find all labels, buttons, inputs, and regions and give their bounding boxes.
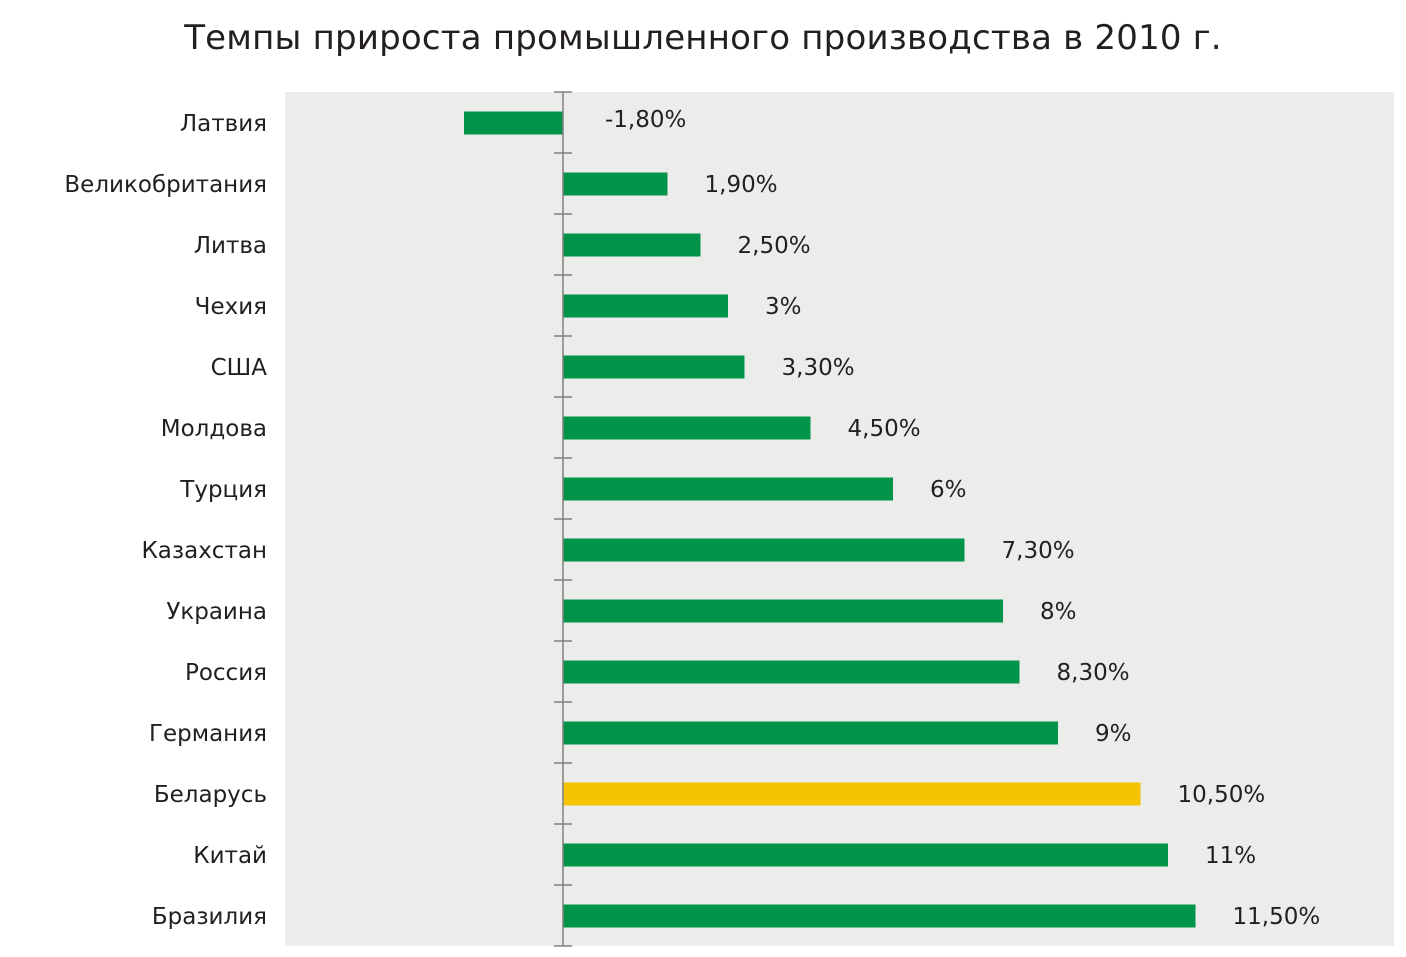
category-label: Россия (185, 660, 267, 686)
bar-2 (563, 172, 668, 196)
category-label: США (211, 355, 268, 381)
data-label: 6% (930, 477, 967, 503)
data-label: 3% (765, 294, 802, 320)
category-label: Бразилия (152, 904, 267, 930)
bars-layer (464, 111, 1196, 928)
bar-11 (563, 721, 1058, 745)
category-label: Молдова (161, 416, 267, 442)
bar-7 (563, 477, 893, 501)
data-label: 10,50% (1178, 782, 1266, 808)
bar-8 (563, 538, 965, 562)
bar-5 (563, 355, 745, 379)
category-label: Беларусь (154, 782, 267, 808)
chart-title: Темпы прироста промышленного производств… (184, 18, 1222, 58)
labels-layer: Латвия -1,80% Великобритания 1,90% Литва 2,50… (64, 107, 1320, 930)
data-label: 8,30% (1057, 660, 1130, 686)
category-label: Турция (179, 477, 267, 503)
data-label: 7,30% (1002, 538, 1075, 564)
bar-10 (563, 660, 1020, 684)
bar-14 (563, 904, 1196, 928)
bar-9 (563, 599, 1003, 623)
data-label: 11,50% (1233, 904, 1321, 930)
category-label: Украина (166, 599, 267, 625)
data-label: 3,30% (782, 355, 855, 381)
bar-12 (563, 782, 1141, 806)
category-label: Литва (194, 233, 267, 259)
data-label: 2,50% (738, 233, 811, 259)
data-label: 11% (1205, 843, 1256, 869)
bar-4 (563, 294, 728, 318)
data-label: 9% (1095, 721, 1132, 747)
category-label: Германия (149, 721, 267, 747)
data-label: -1,80% (605, 107, 686, 133)
bar-3 (563, 233, 701, 257)
data-label: 4,50% (848, 416, 921, 442)
category-label: Чехия (195, 294, 267, 320)
bar-13 (563, 843, 1168, 867)
bar-6 (563, 416, 811, 440)
plot-area-background (285, 92, 1394, 946)
data-label: 1,90% (705, 172, 778, 198)
category-label: Казахстан (141, 538, 267, 564)
category-label: Великобритания (64, 172, 267, 198)
category-label: Латвия (180, 111, 267, 137)
data-label: 8% (1040, 599, 1077, 625)
bar-1 (464, 111, 563, 135)
value-axis (554, 91, 572, 947)
category-label: Китай (193, 843, 267, 869)
